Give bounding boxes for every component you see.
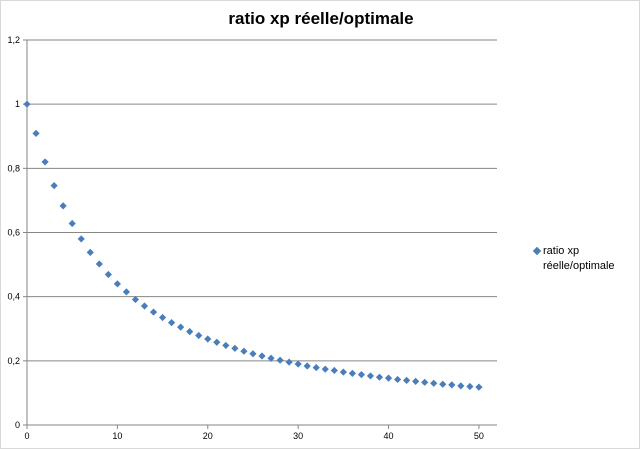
data-point (403, 376, 411, 385)
data-point (50, 182, 58, 190)
data-point (131, 295, 140, 304)
data-point (439, 380, 447, 388)
data-point (457, 382, 465, 390)
data-point (140, 302, 149, 310)
data-point (113, 280, 121, 288)
data-point (258, 352, 266, 360)
data-point (466, 382, 474, 391)
data-point (384, 374, 393, 382)
data-point (412, 377, 420, 385)
data-point (59, 202, 67, 210)
data-point (267, 354, 275, 362)
data-point (95, 260, 103, 268)
x-tick-label: 40 (384, 431, 394, 441)
data-point (77, 235, 85, 243)
data-point (312, 363, 320, 372)
x-tick-label: 20 (203, 431, 213, 441)
y-tick-label: 0,8 (7, 163, 20, 173)
data-point (168, 319, 176, 327)
data-point (149, 308, 158, 316)
chart-title: ratio xp réelle/optimale (228, 9, 414, 28)
x-tick-label: 50 (474, 431, 484, 441)
data-point (32, 129, 40, 137)
data-point (348, 369, 356, 377)
data-point (158, 313, 167, 322)
data-point (321, 365, 329, 373)
data-point (430, 379, 438, 387)
data-point (204, 335, 212, 343)
y-tick-label: 0,2 (7, 356, 20, 366)
data-point (195, 331, 203, 340)
legend-label: ratio xp réelle/optimale (543, 245, 615, 272)
data-point (177, 323, 185, 331)
x-tick-label: 10 (112, 431, 122, 441)
data-point (86, 248, 94, 256)
data-point (303, 362, 311, 370)
data-point (222, 341, 230, 350)
data-point (104, 270, 112, 279)
y-tick-label: 0 (15, 420, 20, 430)
y-tick-label: 1 (15, 99, 20, 109)
data-point (339, 368, 347, 376)
data-point (448, 381, 456, 389)
data-point (122, 288, 131, 296)
data-point (186, 328, 194, 336)
data-point (23, 100, 31, 108)
data-point (231, 344, 239, 352)
data-point (249, 350, 257, 358)
data-point (68, 219, 76, 228)
data-point (375, 373, 384, 381)
data-point (41, 158, 49, 166)
data-point (294, 360, 302, 368)
data-point (213, 338, 221, 346)
x-tick-label: 30 (293, 431, 303, 441)
y-tick-label: 0,4 (7, 292, 20, 302)
y-tick-label: 1,2 (7, 35, 20, 45)
data-point (285, 358, 293, 366)
data-point (475, 383, 483, 391)
data-point (276, 356, 284, 364)
data-point (240, 347, 248, 355)
data-point (393, 375, 402, 384)
y-tick-label: 0,6 (7, 228, 20, 238)
data-point (330, 366, 338, 375)
data-point (357, 371, 366, 379)
data-point (421, 378, 429, 386)
data-point (366, 372, 375, 380)
x-tick-label: 0 (24, 431, 29, 441)
